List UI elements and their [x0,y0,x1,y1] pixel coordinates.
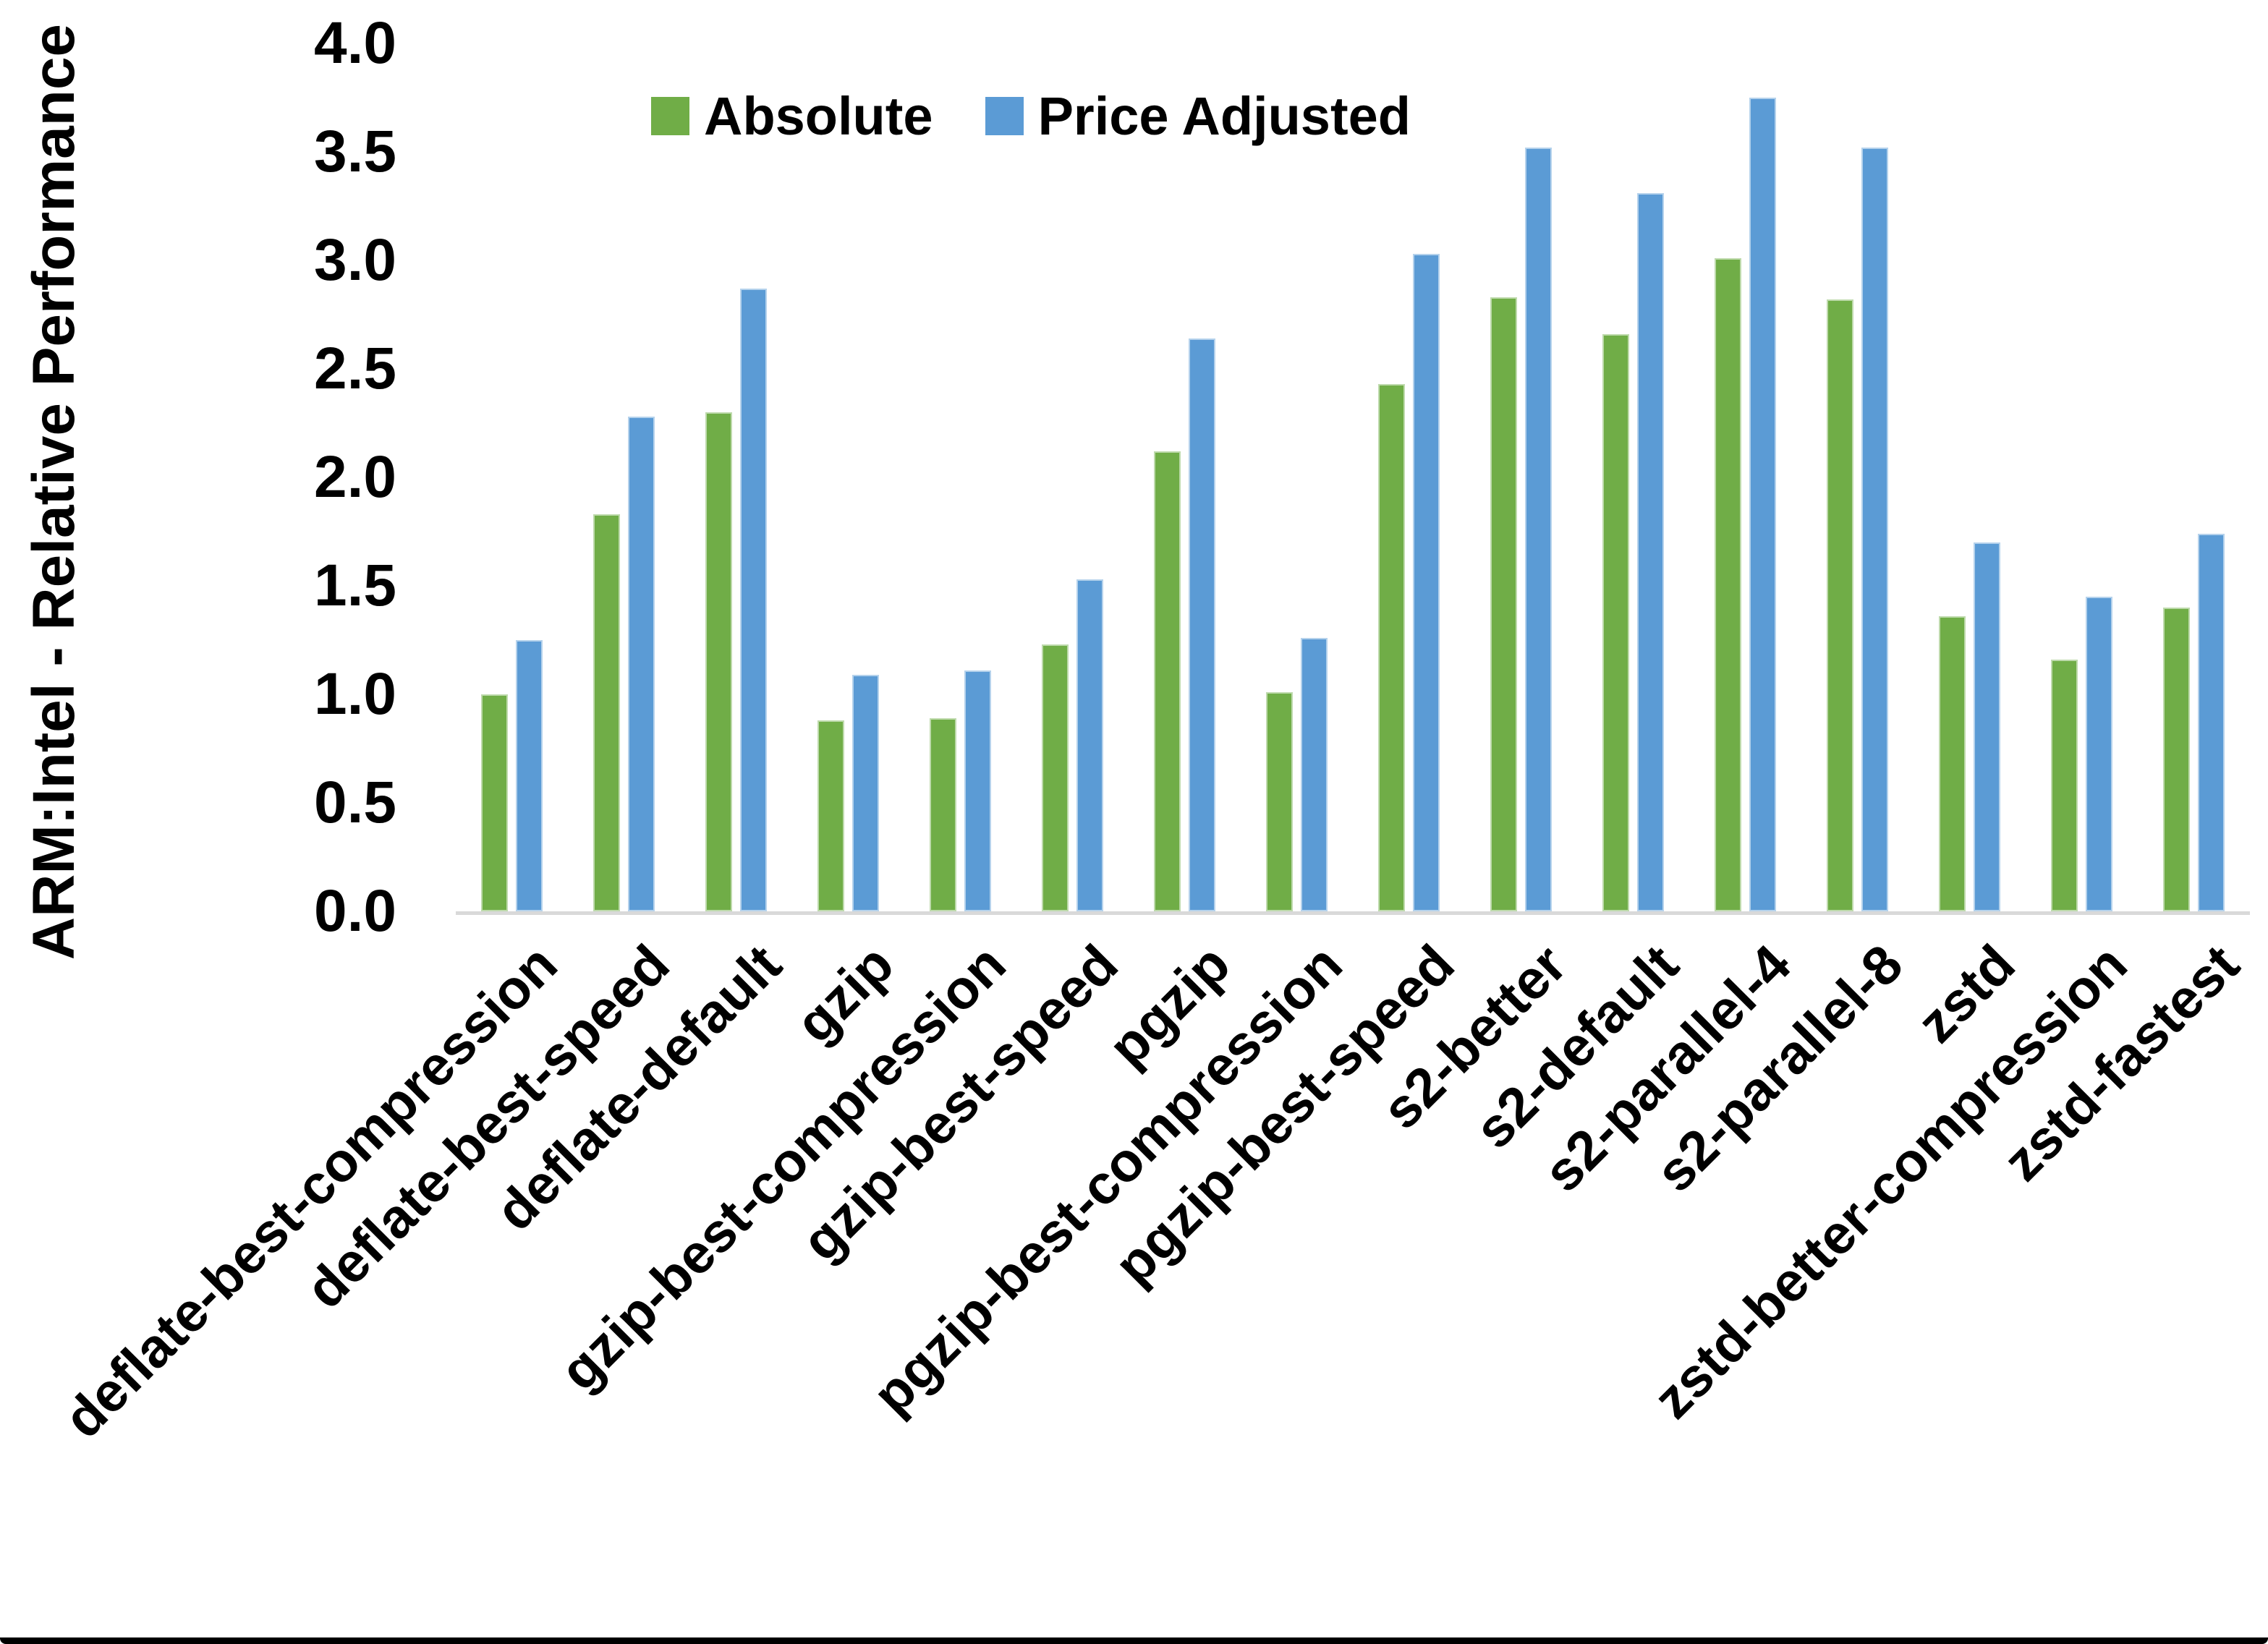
category-group [1129,43,1241,911]
category-group [1241,43,1353,911]
bar-absolute [481,694,508,911]
legend-label: Absolute [704,86,933,146]
bar-absolute [705,412,732,911]
bar-price-adjusted [740,289,767,911]
y-tick-label: 3.0 [314,227,396,293]
bar-price-adjusted [516,640,543,911]
y-tick-label: 4.0 [314,10,396,76]
bar-price-adjusted [628,417,655,911]
category-group [1914,43,2026,911]
bar-price-adjusted [2086,597,2112,911]
bar-absolute [1266,692,1293,911]
bar-price-adjusted [1076,579,1103,911]
bar-price-adjusted [2198,534,2225,911]
y-tick-label: 3.5 [314,119,396,184]
legend-item: Absolute [651,85,933,147]
y-tick-label: 0.0 [314,878,396,944]
bar-price-adjusted [852,675,879,911]
bar-absolute [1602,334,1629,911]
category-group [1016,43,1129,911]
y-tick-label: 2.5 [314,336,396,401]
bar-price-adjusted [1301,638,1328,911]
y-tick-label: 1.5 [314,553,396,618]
bar-absolute [1715,258,1741,911]
bar-price-adjusted [1749,98,1776,911]
bar-absolute [1827,299,1853,911]
category-group [1689,43,1801,911]
category-group [1577,43,1689,911]
category-group [904,43,1016,911]
plot-area [456,43,2250,915]
category-group [1465,43,1577,911]
category-group [568,43,680,911]
bar-absolute [593,514,620,911]
bar-price-adjusted [1189,338,1215,911]
y-tick-label: 1.0 [314,661,396,727]
x-axis-labels: deflate-best-compression deflate-best-spe… [52,917,2251,1467]
bar-price-adjusted [1525,148,1552,911]
bar-absolute [817,720,844,911]
category-group [2026,43,2138,911]
legend-swatch-icon [985,97,1024,135]
legend-swatch-icon [651,97,689,135]
y-axis-ticks: 4.0 3.5 3.0 2.5 2.0 1.5 1.0 0.5 0.0 [0,14,396,941]
legend: Absolute Price Adjusted [651,85,1411,147]
category-group [792,43,904,911]
bar-price-adjusted [964,670,991,911]
bar-price-adjusted [1413,254,1440,911]
bar-absolute [2051,660,2078,911]
category-group [2138,43,2250,911]
bar-absolute [1378,384,1405,911]
legend-label: Price Adjusted [1037,86,1411,146]
bar-absolute [930,718,956,911]
bar-absolute [1490,297,1517,911]
bar-absolute [1939,616,1966,911]
category-group [1801,43,1914,911]
bar-absolute [2163,608,2190,911]
y-tick-label: 0.5 [314,770,396,835]
y-tick-label: 2.0 [314,444,396,510]
bar-absolute [1042,644,1069,911]
category-group [1353,43,1465,911]
bar-price-adjusted [1861,148,1888,911]
bottom-border [0,1637,2268,1644]
legend-item: Price Adjusted [985,85,1411,147]
bar-absolute [1154,451,1181,911]
category-group [456,43,568,911]
bar-price-adjusted [1637,193,1664,911]
bar-price-adjusted [1974,542,2000,911]
category-group [680,43,792,911]
